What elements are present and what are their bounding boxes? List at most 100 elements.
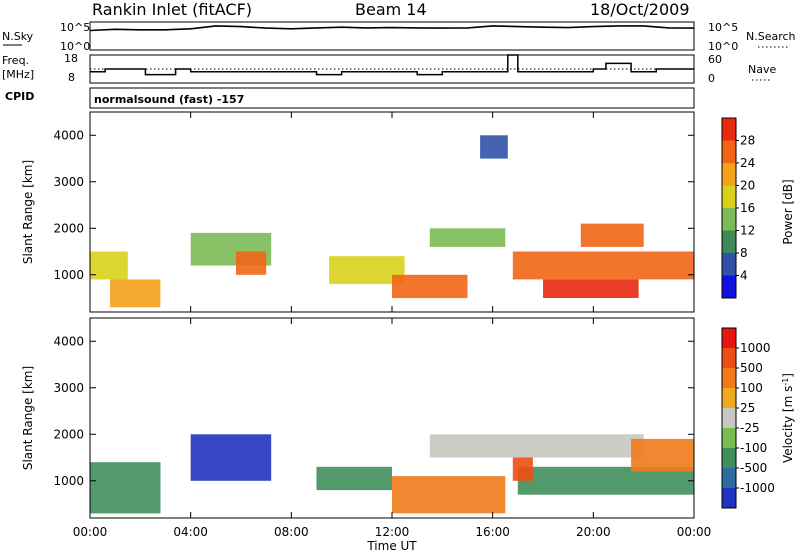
colorbar-tick-label: -1000 (740, 481, 775, 495)
cpid-label: CPID (5, 90, 34, 103)
y-tick-label: 1000 (53, 268, 84, 282)
y-tick-label: 1000 (53, 474, 84, 488)
colorbar-swatch (722, 253, 736, 276)
freq-tick-top: 18 (64, 52, 78, 65)
freq-unit-label: [MHz] (2, 68, 34, 81)
velocity-colorbar-title-end: ] (781, 373, 795, 378)
heatmap-cell (190, 434, 272, 481)
heatmap-cell (631, 438, 694, 472)
x-tick-label: 08:00 (274, 525, 309, 539)
time-x-axis: 00:00 04:00 08:00 12:00 16:00 20:00 00:00 (73, 112, 712, 539)
x-axis-title: Time UT (366, 539, 417, 553)
colorbar-swatch (722, 488, 736, 509)
colorbar-tick-label: 24 (740, 156, 755, 170)
colorbar-swatch (722, 388, 736, 409)
colorbar-tick-label: -500 (740, 461, 767, 475)
nsearch-tick-bottom: 10^0 (708, 40, 738, 53)
velocity-colorbar-title: Velocity [m s-1] (781, 373, 795, 463)
nsky-series-line (89, 25, 695, 32)
colorbar-tick-label: 500 (740, 361, 763, 375)
colorbar-swatch (722, 328, 736, 349)
freq-label: Freq. (2, 54, 29, 67)
colorbar-swatch (722, 428, 736, 449)
colorbar-swatch (722, 185, 736, 209)
heatmap-cell (580, 223, 644, 247)
velocity-colorbar-title-sup: -1 (781, 378, 790, 386)
velocity-colorbar: 1000 500 100 25 -25 -100 -500 -1000 (721, 327, 775, 509)
nsearch-tick-top: 10^5 (708, 21, 738, 34)
velocity-colorbar-title-main: Velocity [m s (781, 386, 795, 463)
colorbar-tick-label: 20 (740, 179, 755, 193)
x-tick-label: 00:00 (677, 525, 712, 539)
colorbar-tick-label: -25 (740, 421, 760, 435)
heatmap-cell (480, 135, 508, 159)
date-title: 18/Oct/2009 (590, 0, 690, 19)
y-tick-label: 3000 (53, 175, 84, 189)
colorbar-tick-label: 1000 (740, 341, 771, 355)
colorbar-swatch (722, 118, 736, 141)
freq-series-line (90, 54, 694, 76)
nsky-tick-top: 10^5 (60, 21, 90, 34)
colorbar-tick-label: 25 (740, 401, 755, 415)
x-tick-label: 00:00 (73, 525, 108, 539)
beam-title: Beam 14 (355, 0, 427, 19)
power-colorbar: 4 8 12 16 20 24 28 (721, 117, 755, 299)
velocity-heatmap (90, 434, 694, 514)
nsky-panel-frame (89, 21, 695, 51)
y-tick-label: 3000 (53, 381, 84, 395)
cpid-panel-frame (89, 87, 695, 109)
colorbar-swatch (722, 348, 736, 369)
y-tick-label: 4000 (53, 334, 84, 348)
velocity-y-title: Slant Range [km] (21, 366, 35, 470)
colorbar-swatch (722, 408, 736, 429)
heatmap-cell (316, 466, 392, 491)
nsky-line-path (89, 25, 695, 32)
y-tick-label: 2000 (53, 221, 84, 235)
x-tick-label: 04:00 (173, 525, 208, 539)
colorbar-swatch (722, 208, 736, 231)
colorbar-swatch (722, 368, 736, 389)
y-tick-label: 2000 (53, 427, 84, 441)
heatmap-cell (429, 228, 506, 247)
freq-tick-bottom: 8 (68, 71, 75, 84)
power-heatmap (90, 135, 694, 308)
nave-tick-top: 60 (708, 53, 722, 66)
heatmap-cell (236, 251, 267, 275)
nave-label: Nave (748, 63, 776, 76)
velocity-y-axis: 1000 2000 3000 4000 (53, 334, 694, 488)
heatmap-cell (110, 279, 161, 308)
heatmap-cell (392, 476, 506, 514)
colorbar-swatch (722, 230, 736, 254)
colorbar-swatch (722, 275, 736, 299)
power-y-title: Slant Range [km] (21, 160, 35, 264)
colorbar-tick-label: 28 (740, 134, 755, 148)
heatmap-cell (90, 251, 128, 280)
nave-tick-bottom: 0 (708, 72, 715, 85)
colorbar-tick-label: 100 (740, 381, 763, 395)
nsky-tick-bottom: 10^0 (60, 40, 90, 53)
cpid-value: normalsound (fast) -157 (94, 93, 244, 106)
heatmap-cell (90, 462, 161, 514)
colorbar-tick-label: 16 (740, 201, 755, 215)
power-y-axis: 1000 2000 3000 4000 (53, 128, 694, 282)
station-title: Rankin Inlet (fitACF) (92, 0, 252, 19)
x-tick-label: 12:00 (375, 525, 410, 539)
heatmap-cell (512, 251, 694, 280)
heatmap-cell (543, 279, 639, 298)
heatmap-cell (512, 457, 533, 481)
colorbar-tick-label: 12 (740, 224, 755, 238)
colorbar-tick-label: -100 (740, 441, 767, 455)
colorbar-swatch (722, 163, 736, 186)
nsky-label: N.Sky (2, 30, 34, 43)
colorbar-frame (721, 327, 737, 509)
colorbar-tick-label: 8 (740, 246, 748, 260)
freq-line-path (90, 54, 694, 76)
y-tick-label: 4000 (53, 128, 84, 142)
colorbar-swatch (722, 448, 736, 469)
x-tick-label: 16:00 (475, 525, 510, 539)
heatmap-cell (429, 434, 644, 458)
heatmap-cell (392, 274, 468, 299)
nsearch-label: N.Search (746, 30, 796, 43)
colorbar-tick-label: 4 (740, 269, 748, 283)
